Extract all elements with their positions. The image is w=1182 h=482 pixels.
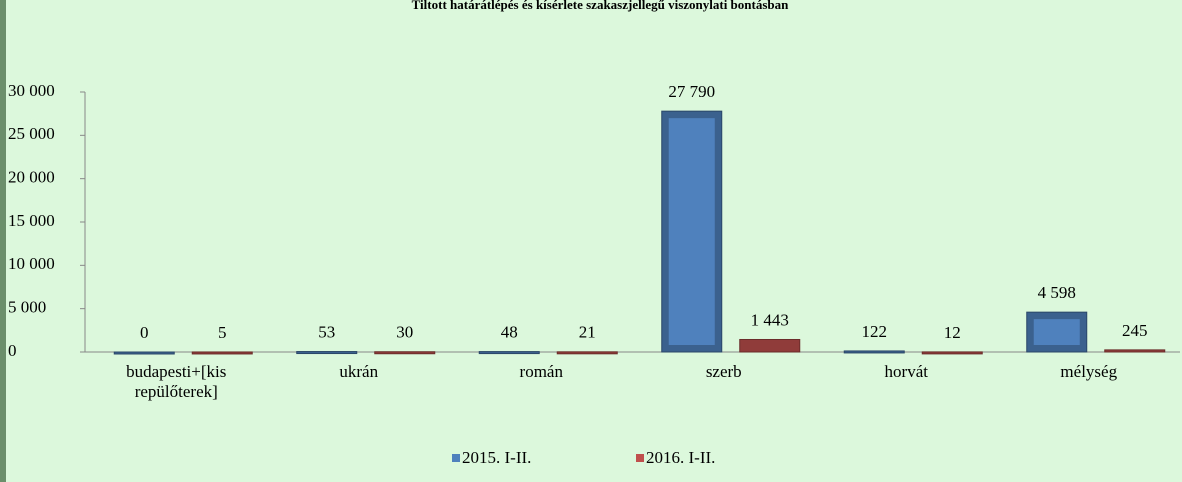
data-label: 12 bbox=[944, 323, 961, 342]
y-tick-label: 25 000 bbox=[8, 124, 55, 143]
y-tick-label: 30 000 bbox=[8, 81, 55, 100]
data-label: 30 bbox=[396, 323, 413, 342]
bar bbox=[478, 351, 540, 355]
y-tick-label: 0 bbox=[8, 341, 17, 360]
bar bbox=[921, 351, 983, 355]
x-tick-label: horvát bbox=[884, 362, 928, 381]
data-label: 53 bbox=[318, 322, 335, 341]
x-tick-label: budapesti+[kis repülőterek] bbox=[126, 362, 227, 401]
data-label: 4 598 bbox=[1038, 283, 1076, 302]
bar-face bbox=[1033, 319, 1080, 345]
bar bbox=[739, 338, 801, 353]
frame-edge bbox=[0, 0, 6, 482]
legend-label: 2015. I-II. bbox=[462, 448, 531, 467]
bar-face bbox=[668, 118, 715, 345]
bar bbox=[374, 351, 436, 355]
x-tick-label: mélység bbox=[1060, 362, 1118, 381]
data-label: 245 bbox=[1122, 321, 1148, 340]
data-label: 21 bbox=[579, 323, 596, 342]
legend-label: 2016. I-II. bbox=[646, 448, 715, 467]
data-label: 1 443 bbox=[751, 310, 789, 329]
y-tick-label: 15 000 bbox=[8, 211, 55, 230]
x-tick-label: szerb bbox=[705, 362, 742, 381]
data-label: 0 bbox=[140, 323, 149, 342]
bar bbox=[556, 351, 618, 355]
data-label: 48 bbox=[501, 322, 518, 341]
bar bbox=[843, 350, 905, 354]
bar bbox=[191, 351, 253, 355]
y-tick-label: 20 000 bbox=[8, 168, 55, 187]
y-tick-label: 10 000 bbox=[8, 254, 55, 273]
y-tick-label: 5 000 bbox=[8, 298, 46, 317]
legend-swatch bbox=[636, 454, 644, 462]
x-tick-label: román bbox=[519, 362, 563, 381]
data-label: 5 bbox=[218, 323, 227, 342]
bar bbox=[113, 351, 175, 355]
bar bbox=[296, 351, 358, 355]
data-label: 27 790 bbox=[668, 82, 715, 101]
legend-swatch bbox=[452, 454, 460, 462]
data-label: 122 bbox=[862, 322, 888, 341]
x-tick-label: ukrán bbox=[339, 362, 379, 381]
bar bbox=[1104, 349, 1166, 353]
chart-title: Tiltott határátlépés és kísérlete szakas… bbox=[412, 0, 790, 12]
